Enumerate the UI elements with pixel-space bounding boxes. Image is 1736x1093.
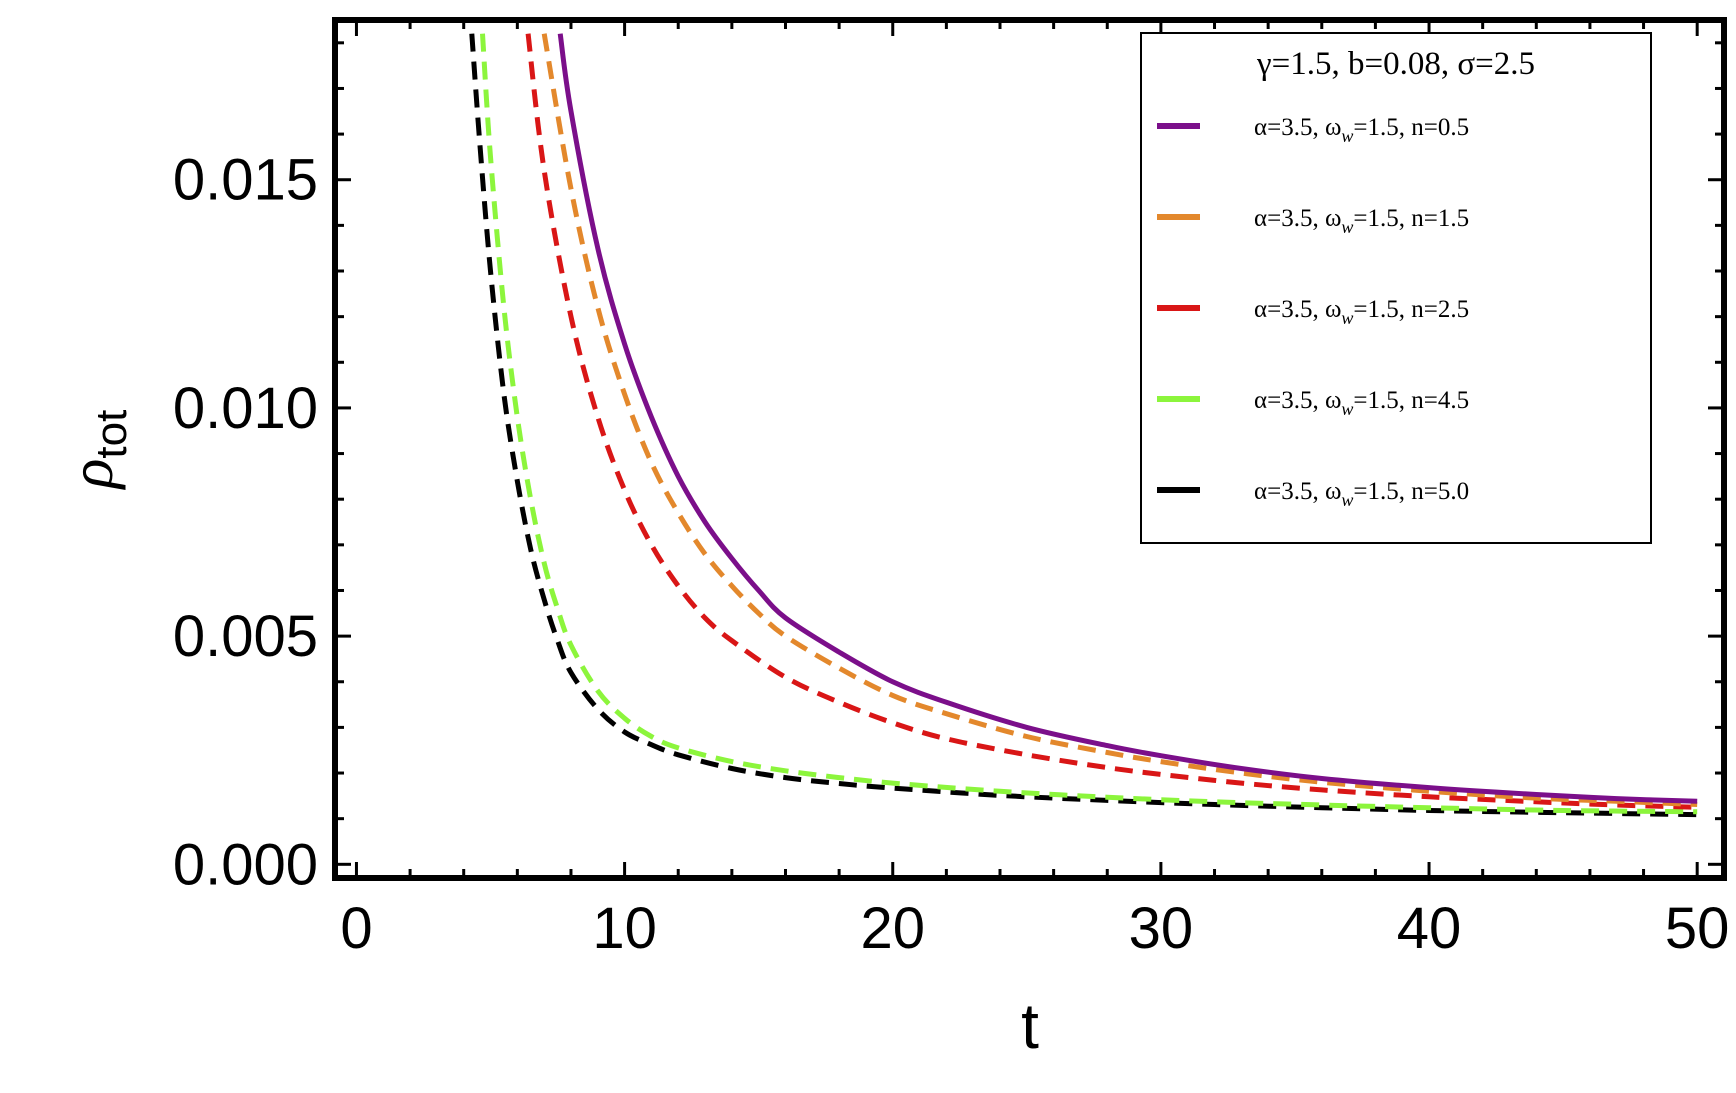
x-tick-label: 50 [1665, 896, 1730, 961]
y-axis-ticks: 0.000 0.005 0.010 0.015 [173, 41, 1724, 897]
y-tick-label: 0.005 [173, 604, 318, 669]
legend: γ=1.5, b=0.08, σ=2.5 α=3.5, ωw=1.5, n=0.… [1140, 32, 1652, 544]
legend-box [1140, 32, 1652, 544]
x-tick-label: 40 [1397, 896, 1462, 961]
legend-items: α=3.5, ωw=1.5, n=0.5 α=3.5, ωw=1.5, n=1.5… [1157, 114, 1469, 510]
series-line-2 [541, 33, 1698, 807]
legend-label-2: α=3.5, ωw=1.5, n=1.5 [1254, 205, 1469, 237]
legend-label-5: α=3.5, ωw=1.5, n=5.0 [1254, 478, 1469, 510]
x-axis-title: t [1021, 990, 1039, 1062]
legend-label-1: α=3.5, ωw=1.5, n=0.5 [1254, 114, 1469, 146]
y-axis-title-symbol: ρ [58, 459, 126, 491]
series-layer [469, 33, 1698, 818]
series-line-1 [557, 33, 1698, 804]
y-tick-label: 0.010 [173, 376, 318, 441]
y-tick-label: 0.000 [173, 832, 318, 897]
x-tick-label: 0 [340, 896, 372, 961]
legend-label-4: α=3.5, ωw=1.5, n=4.5 [1254, 387, 1469, 419]
y-axis-title-subscript: tot [87, 410, 136, 459]
series-line-5 [469, 33, 1698, 818]
svg-text:ρtot: ρtot [58, 410, 136, 491]
y-axis-title: ρtot [58, 410, 136, 491]
x-tick-label: 20 [860, 896, 925, 961]
legend-label-3: α=3.5, ωw=1.5, n=2.5 [1254, 296, 1469, 328]
series-line-4 [480, 33, 1698, 815]
series-line-3 [525, 33, 1698, 810]
x-axis-ticks: 0 10 20 30 40 50 [340, 20, 1729, 961]
plot-frame [332, 17, 1727, 881]
legend-title: γ=1.5, b=0.08, σ=2.5 [1256, 46, 1535, 82]
x-tick-label: 10 [592, 896, 657, 961]
y-tick-label: 0.015 [173, 148, 318, 213]
x-tick-label: 30 [1129, 896, 1194, 961]
